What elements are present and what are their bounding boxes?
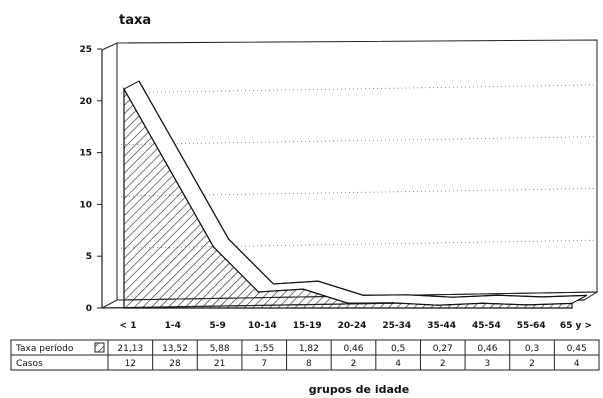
y-tick-label: 15 (79, 149, 92, 159)
x-axis-title: grupos de idade (309, 383, 410, 396)
table-cell: 13,52 (162, 344, 188, 354)
data-point (526, 304, 528, 306)
table-cell: 0,45 (567, 344, 587, 354)
data-point (571, 302, 573, 305)
x-tick-labels: < 1 1-4 5-9 10-14 15-19 20-24 25-34 35-44 45-54 5… (120, 321, 593, 331)
table-cell: 2 (351, 359, 357, 369)
x-tick-label: 25-34 (382, 321, 411, 331)
table-cell: 0,46 (477, 344, 497, 354)
y-tick-label: 25 (79, 45, 92, 55)
table-cell: 0,5 (391, 344, 405, 354)
data-point (347, 302, 349, 305)
table-cell: 28 (169, 359, 181, 369)
y-tick-label: 10 (79, 200, 92, 210)
x-tick-label: 10-14 (248, 321, 277, 331)
table-cell: 0,27 (433, 344, 453, 354)
data-point (302, 288, 305, 290)
data-point (212, 246, 215, 248)
data-point (257, 291, 260, 293)
series-layer (123, 80, 588, 309)
table-cell: 2 (529, 359, 535, 369)
left-wall-top (101, 42, 118, 51)
data-point (436, 304, 439, 307)
series-line-back (138, 80, 588, 298)
table-cell: 12 (125, 359, 136, 369)
table-cell: 0,3 (525, 344, 539, 354)
gridline (116, 136, 598, 146)
data-point (392, 302, 394, 304)
x-tick-label: < 1 (120, 321, 137, 331)
table-cell: 4 (574, 359, 580, 369)
y-axis-title: taxa (119, 13, 151, 28)
y-tick-labels: 0 5 10 15 20 25 (79, 45, 102, 314)
table-cell: 21 (214, 359, 225, 369)
table-cell: 4 (395, 359, 401, 369)
table-cell: 8 (306, 359, 312, 369)
y-tick-label: 20 (79, 97, 92, 107)
y-tick-label: 0 (86, 304, 92, 314)
table-cell: 1,82 (299, 344, 319, 354)
x-tick-label: 20-24 (338, 321, 367, 331)
gridline (116, 84, 598, 94)
table-cell: 21,13 (117, 344, 143, 354)
table-row-label: Casos (16, 359, 43, 369)
data-point (123, 88, 125, 90)
table-cell: 2 (440, 359, 446, 369)
x-tick-label: 45-54 (472, 321, 501, 331)
x-tick-label: 55-64 (517, 321, 546, 331)
table-cell: 1,55 (254, 344, 274, 354)
area-front-face (123, 86, 573, 309)
table-cell: 7 (261, 359, 267, 369)
table-cell: 0,46 (343, 344, 363, 354)
data-table: Taxa período 21,13 13,52 5,88 1,55 1,82 0,46 0,… (10, 339, 600, 371)
table-cell: 3 (485, 359, 491, 369)
x-tick-label: 1-4 (165, 321, 181, 331)
data-point (481, 302, 484, 305)
x-tick-label: 35-44 (427, 321, 456, 331)
y-tick-label: 5 (86, 252, 92, 262)
x-tick-label: 15-19 (293, 321, 322, 331)
data-point (168, 167, 170, 169)
table-row-label: Taxa período (15, 344, 74, 354)
x-tick-label: 5-9 (209, 321, 225, 331)
x-tick-label: 65 y > (560, 321, 592, 331)
table-cell: 5,88 (210, 344, 230, 354)
legend-swatch (94, 342, 105, 353)
